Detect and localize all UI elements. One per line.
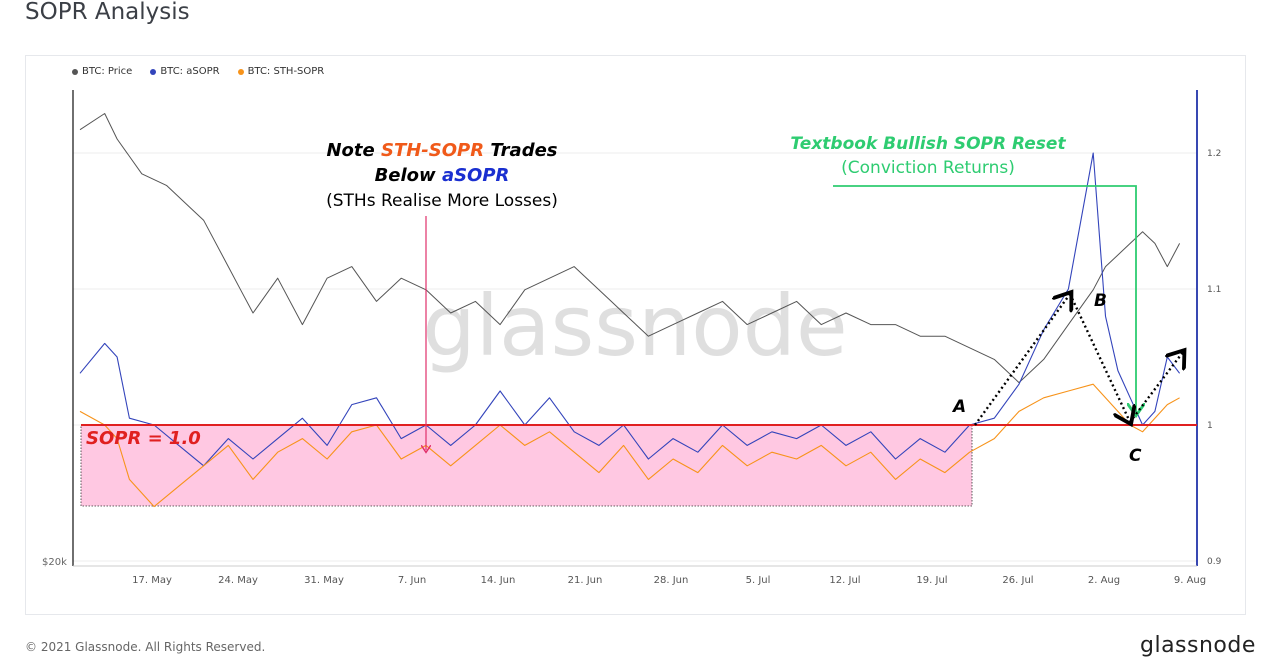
legend-label-price: BTC: Price	[82, 66, 133, 77]
sopr-label: SOPR = 1.0	[86, 428, 201, 449]
note-line-2-a: Below	[375, 165, 442, 186]
legend-item-asopr[interactable]: BTC: aSOPR	[150, 66, 220, 77]
x-tick-label: 24. May	[218, 575, 258, 586]
note-line-2: Below aSOPR	[375, 165, 510, 186]
chart-card	[25, 55, 1246, 615]
x-tick-label: 7. Jun	[398, 575, 426, 586]
series-line-price	[79, 113, 1181, 384]
x-tick-label: 31. May	[304, 575, 344, 586]
note-line-1-a: Note	[326, 140, 381, 161]
legend-item-sth[interactable]: BTC: STH-SOPR	[237, 66, 325, 77]
legend-dot-asopr	[150, 68, 157, 75]
legend-dot-sth	[237, 68, 244, 75]
point-c-label: C	[1129, 446, 1142, 466]
note-line-3: (STHs Realise More Losses)	[326, 191, 558, 211]
legend-item-price[interactable]: BTC: Price	[72, 66, 132, 77]
legend-label-sth: BTC: STH-SOPR	[247, 66, 325, 77]
copyright: © 2021 Glassnode. All Rights Reserved.	[25, 640, 266, 654]
page-title: SOPR Analysis	[25, 0, 190, 25]
note-line-1: Note STH-SOPR Trades	[326, 140, 557, 161]
reset-line-1: Textbook Bullish SOPR Reset	[790, 134, 1066, 154]
x-tick-label: 12. Jul	[829, 575, 860, 586]
x-tick-label: 28. Jun	[654, 575, 689, 586]
reset-line-2: (Conviction Returns)	[841, 158, 1015, 178]
legend-dot-price	[72, 68, 78, 75]
x-tick-label: 14. Jun	[481, 575, 516, 586]
note-line-2-b: aSOPR	[442, 165, 509, 186]
x-tick-label: 5. Jul	[746, 575, 771, 586]
point-b-label: B	[1094, 291, 1107, 311]
y-tick-label: 1.2	[1207, 149, 1221, 159]
x-tick-label: 26. Jul	[1002, 575, 1033, 586]
x-tick-labels: 17. May 24. May 31. May 7. Jun 14. Jun 21. Ju…	[132, 575, 1206, 586]
x-tick-label: 2. Aug	[1088, 575, 1120, 586]
y-left-label: $20k	[42, 557, 67, 568]
x-tick-label: 9. Aug	[1174, 575, 1206, 586]
series-line-sth	[79, 383, 1180, 508]
note-line-1-c: Trades	[484, 140, 558, 161]
reset-arrow	[833, 185, 1136, 412]
y-tick-label: 1	[1207, 421, 1213, 431]
brand-logo[interactable]: glassnode	[1140, 633, 1256, 658]
note-line-1-b: STH-SOPR	[381, 140, 484, 161]
legend-label-asopr: BTC: aSOPR	[160, 66, 220, 77]
watermark: glassnode	[422, 277, 847, 375]
path-c-up	[1129, 352, 1183, 423]
path-a-b	[974, 294, 1070, 426]
y-tick-label: 0.9	[1207, 557, 1222, 567]
point-a-label: A	[951, 397, 966, 417]
y-tick-labels: 1.2 1.1 1 0.9	[1207, 149, 1222, 567]
loss-region-shade	[80, 424, 973, 507]
y-tick-label: 1.1	[1207, 285, 1221, 295]
chart-legend: BTC: Price BTC: aSOPR BTC: STH-SOPR	[72, 66, 324, 77]
path-b-c	[1068, 293, 1130, 422]
x-tick-label: 19. Jul	[916, 575, 947, 586]
x-tick-label: 17. May	[132, 575, 172, 586]
x-tick-label: 21. Jun	[568, 575, 603, 586]
